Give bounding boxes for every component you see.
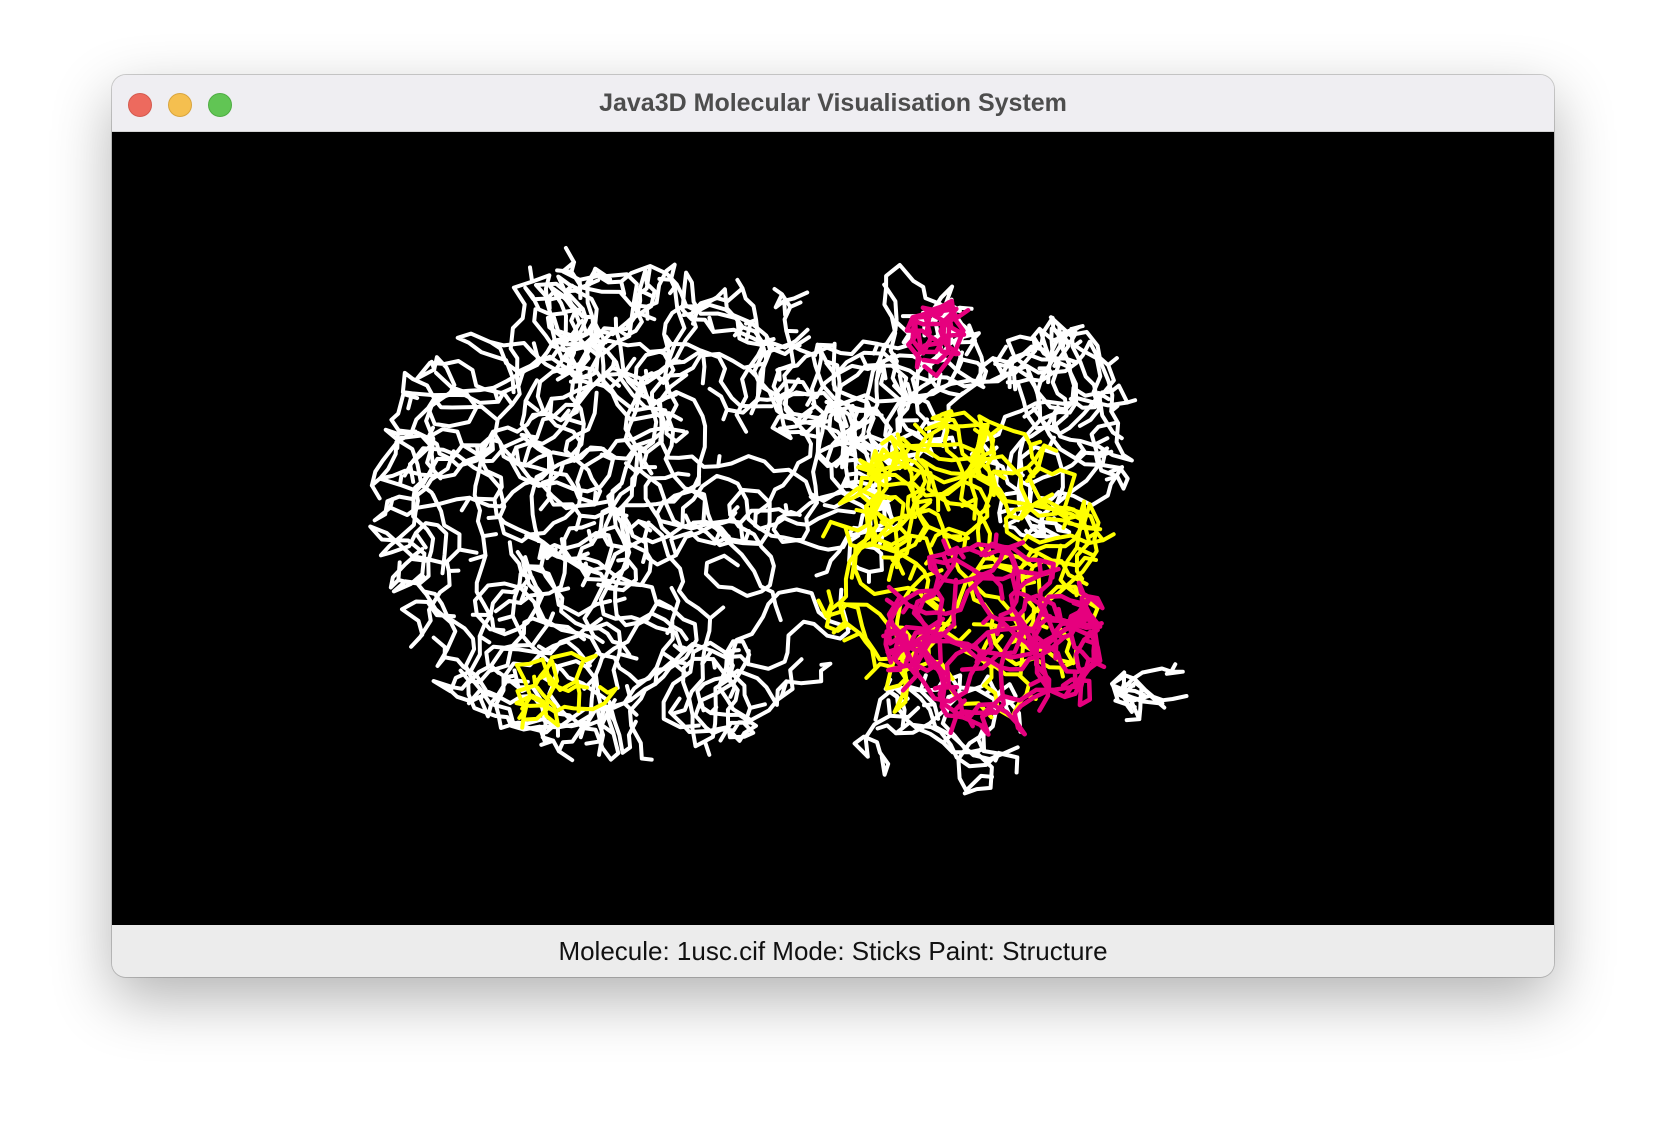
helix-bonds [881,298,1107,737]
status-text: Molecule: 1usc.cif Mode: Sticks Paint: S… [558,936,1108,966]
helix-chain-segment [941,532,1082,641]
sheet-chain-segment [858,458,935,582]
coil-chain-segment [882,263,974,394]
coil-chain-segment [472,581,699,685]
coil-chain-segment [665,342,895,551]
sheet-chain-segment [852,494,994,720]
coil-chain-segment [1116,662,1185,723]
title-bar[interactable]: Java3D Molecular Visualisation System [112,75,1554,132]
sheet-chain-segment [924,409,1086,524]
coil-chain-segment [799,341,907,464]
coil-chain-segment [1031,406,1130,491]
app-window: Java3D Molecular Visualisation System Mo… [112,75,1554,977]
coil-chain-segment [400,370,613,506]
helix-chain-segment [959,593,1103,672]
coil-chain-segment [668,661,833,743]
minimize-window-button[interactable] [168,93,192,117]
coil-chain-segment [568,277,769,416]
coil-chain-segment [519,284,593,446]
sheet-chain-segment [919,443,1092,581]
coil-chain-segment [693,639,804,743]
coil-chain-segment [468,435,545,637]
coil-chain-segment [852,698,921,777]
helix-chain-segment [904,300,966,379]
coil-chain-segment [368,401,436,594]
helix-chain-segment [919,609,1083,737]
coil-chain-segment [369,335,575,501]
sheet-chain-segment [544,650,598,714]
coil-chain-segment [508,440,638,532]
helix-chain-segment [911,556,1005,704]
coil-chain-segment [377,434,495,576]
helix-chain-segment [885,577,1040,665]
coil-chain-segment [772,287,855,429]
coil-chain-segment [596,371,695,653]
coil-chain-segment [598,474,731,642]
helix-chain-segment [884,588,945,693]
coil-chain-segment [1052,329,1134,463]
coil-chain-segment [408,427,568,614]
sheet-chain-segment [514,657,576,728]
sheet-chain-segment [929,410,1004,552]
zoom-window-button[interactable] [208,93,232,117]
sheet-chain-segment [913,422,991,561]
coil-chain-segment [1004,325,1082,419]
status-bar: Molecule: 1usc.cif Mode: Sticks Paint: S… [112,925,1554,977]
sheet-chain-segment [515,659,560,730]
coil-chain-segment [771,318,912,412]
helix-chain-segment [972,573,1107,700]
coil-chain-segment [466,626,632,744]
coil-chain-segment [383,427,479,649]
molecule-render [368,246,1189,796]
coil-chain-segment [993,344,1138,412]
sheet-chain-segment [1003,499,1116,568]
sheet-bonds [514,409,1116,730]
coil-chain-segment [989,315,1111,402]
coil-chain-segment [811,282,899,469]
molecule-3d-canvas[interactable] [112,132,1554,925]
sheet-chain-segment [856,435,1030,519]
coil-chain-segment [555,246,689,444]
coil-chain-segment [1113,680,1167,710]
coil-chain-segment [940,673,994,796]
helix-chain-segment [912,305,971,356]
coil-chain-segment [903,683,1020,762]
window-title: Java3D Molecular Visualisation System [599,89,1067,117]
sheet-chain-segment [514,685,619,714]
close-window-button[interactable] [128,93,152,117]
